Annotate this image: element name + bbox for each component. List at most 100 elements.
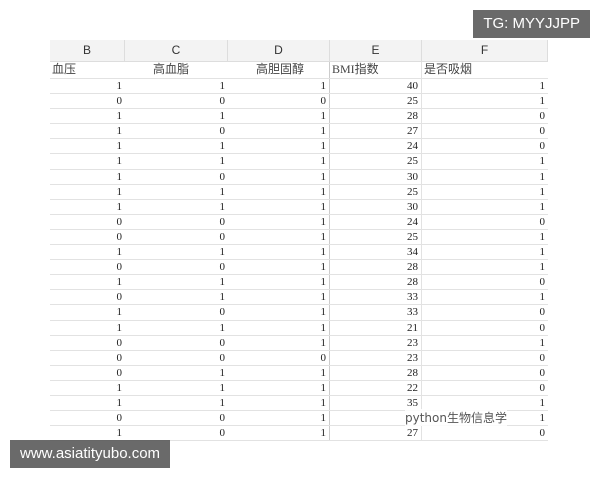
- cell[interactable]: 1: [116, 140, 123, 153]
- cell[interactable]: 0: [116, 412, 123, 425]
- field-cell[interactable]: 血压: [52, 62, 77, 76]
- column-header[interactable]: F: [422, 40, 548, 61]
- cell[interactable]: 1: [116, 246, 123, 259]
- cell[interactable]: 1: [228, 199, 330, 214]
- cell[interactable]: 1: [228, 245, 330, 260]
- cell[interactable]: 1: [219, 80, 226, 92]
- cell[interactable]: 1: [116, 155, 123, 168]
- cell[interactable]: 28: [330, 365, 422, 380]
- cell[interactable]: 1: [219, 396, 226, 409]
- cell[interactable]: 1: [228, 229, 330, 245]
- cell[interactable]: 1: [539, 80, 546, 92]
- cell[interactable]: 1: [228, 365, 330, 380]
- cell[interactable]: 1: [116, 185, 123, 198]
- cell[interactable]: 1: [228, 260, 330, 275]
- cell[interactable]: 1: [116, 427, 123, 440]
- cell[interactable]: 1: [228, 184, 330, 199]
- cell[interactable]: 1: [228, 275, 330, 290]
- cell[interactable]: 0: [539, 366, 546, 379]
- cell[interactable]: 0: [539, 215, 546, 228]
- cell[interactable]: 1: [219, 185, 226, 198]
- cell[interactable]: 0: [116, 261, 123, 274]
- cell[interactable]: 0: [219, 261, 226, 274]
- field-cell[interactable]: BMI指数: [330, 62, 422, 78]
- cell[interactable]: 1: [228, 139, 330, 154]
- cell[interactable]: 1: [219, 291, 226, 304]
- cell[interactable]: 1: [539, 230, 546, 243]
- cell[interactable]: 40: [330, 79, 422, 94]
- cell[interactable]: 0: [116, 291, 123, 304]
- cell[interactable]: 24: [330, 214, 422, 229]
- cell[interactable]: 0: [539, 140, 546, 153]
- cell[interactable]: 0: [228, 94, 330, 109]
- column-header[interactable]: E: [330, 40, 422, 61]
- cell[interactable]: 1: [116, 306, 123, 319]
- cell[interactable]: 1: [228, 169, 330, 184]
- cell[interactable]: 25: [330, 94, 422, 109]
- cell[interactable]: 1: [219, 110, 226, 123]
- cell[interactable]: 1: [228, 79, 330, 94]
- cell[interactable]: 1: [219, 246, 226, 259]
- cell[interactable]: 33: [330, 290, 422, 305]
- cell[interactable]: 1: [228, 154, 330, 169]
- cell[interactable]: 0: [116, 366, 123, 379]
- cell[interactable]: 1: [539, 200, 546, 213]
- cell[interactable]: 1: [228, 109, 330, 124]
- cell[interactable]: 1: [116, 110, 123, 123]
- cell[interactable]: 1: [116, 200, 123, 213]
- cell[interactable]: 1: [228, 335, 330, 350]
- cell[interactable]: 35: [330, 395, 422, 411]
- cell[interactable]: 1: [219, 321, 226, 334]
- cell[interactable]: 22: [330, 380, 422, 395]
- cell[interactable]: 0: [219, 306, 226, 319]
- cell[interactable]: 1: [219, 276, 226, 289]
- cell[interactable]: 1: [116, 80, 123, 92]
- cell[interactable]: 0: [116, 230, 123, 243]
- cell[interactable]: 1: [539, 185, 546, 198]
- cell[interactable]: 0: [116, 95, 123, 108]
- cell[interactable]: 1: [228, 320, 330, 335]
- cell[interactable]: 0: [116, 336, 123, 349]
- cell[interactable]: 24: [330, 139, 422, 154]
- cell[interactable]: 0: [539, 381, 546, 394]
- cell[interactable]: 0: [539, 321, 546, 334]
- cell[interactable]: 28: [330, 260, 422, 275]
- field-cell[interactable]: 高胆固醇: [228, 62, 330, 78]
- cell[interactable]: 25: [330, 154, 422, 169]
- cell[interactable]: 1: [116, 125, 123, 138]
- cell[interactable]: 0: [539, 306, 546, 319]
- cell[interactable]: 1: [116, 170, 123, 183]
- cell[interactable]: 33: [330, 305, 422, 320]
- cell[interactable]: 1: [539, 396, 546, 409]
- cell[interactable]: 1: [219, 366, 226, 379]
- cell[interactable]: 1: [228, 395, 330, 411]
- cell[interactable]: 0: [219, 170, 226, 183]
- cell[interactable]: 0: [228, 350, 330, 365]
- cell[interactable]: 0: [219, 336, 226, 349]
- cell[interactable]: 1: [539, 291, 546, 304]
- cell[interactable]: 27: [330, 426, 422, 441]
- cell[interactable]: 0: [539, 110, 546, 123]
- field-cell[interactable]: 是否吸烟: [424, 62, 473, 76]
- cell[interactable]: 0: [219, 215, 226, 228]
- cell[interactable]: 34: [330, 245, 422, 260]
- cell[interactable]: 0: [116, 215, 123, 228]
- cell[interactable]: 25: [330, 184, 422, 199]
- column-header[interactable]: D: [228, 40, 330, 61]
- cell[interactable]: 1: [228, 124, 330, 139]
- cell[interactable]: 1: [228, 411, 330, 426]
- cell[interactable]: 1: [219, 200, 226, 213]
- cell[interactable]: 0: [539, 427, 546, 440]
- cell[interactable]: 27: [330, 124, 422, 139]
- cell[interactable]: 0: [219, 351, 226, 364]
- cell[interactable]: 0: [219, 95, 226, 108]
- cell[interactable]: 1: [539, 412, 546, 425]
- cell[interactable]: 1: [539, 170, 546, 183]
- cell[interactable]: 1: [116, 276, 123, 289]
- cell[interactable]: 1: [219, 140, 226, 153]
- cell[interactable]: 23: [330, 350, 422, 365]
- cell[interactable]: 1: [219, 381, 226, 394]
- cell[interactable]: 0: [116, 351, 123, 364]
- cell[interactable]: 1: [228, 214, 330, 229]
- cell[interactable]: 28: [330, 275, 422, 290]
